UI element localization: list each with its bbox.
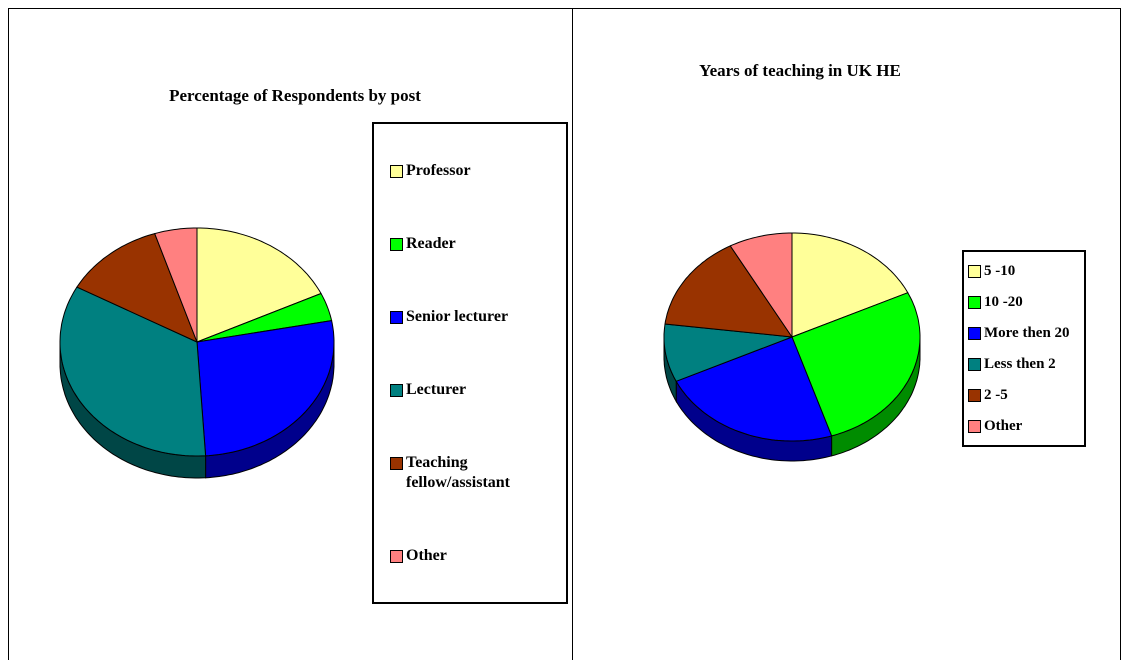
legend-label: Less then 2 [984, 355, 1056, 372]
legend-swatch [968, 388, 981, 402]
slice [675, 336, 833, 442]
slice [196, 227, 322, 343]
legend-swatch [968, 296, 981, 310]
legend-swatch [968, 265, 981, 279]
slice [663, 323, 793, 382]
legend-item: 10 -20 [968, 292, 1080, 312]
legend-swatch [390, 237, 403, 251]
legend-item: 2 -5 [968, 385, 1080, 405]
slice [76, 232, 198, 343]
legend-item: 5 -10 [968, 261, 1080, 281]
legend-item: Professor [390, 161, 558, 181]
slice [664, 245, 794, 338]
legend-swatch [968, 357, 981, 371]
slice [196, 320, 335, 457]
slice [196, 292, 333, 343]
legend-label: More then 20 [984, 325, 1070, 342]
legend-item: Lecturer [390, 380, 558, 400]
legend-swatch [390, 383, 403, 397]
legend-swatch [968, 419, 981, 433]
legend-item: Teaching fellow/assistant [390, 453, 558, 493]
slice [791, 232, 909, 338]
frame [8, 8, 1121, 660]
legend-label: Senior lecturer [406, 307, 509, 325]
legend-label: Teaching fellow/assistant [406, 453, 510, 491]
slice [154, 227, 198, 343]
divider [572, 8, 573, 660]
legend: 5 -10 10 -20 More then 20 Less then 2 2 -5 Ot… [962, 250, 1086, 447]
legend-item: Less then 2 [968, 354, 1080, 374]
legend-item: Other [968, 416, 1080, 436]
legend-label: 5 -10 [984, 263, 1016, 280]
legend-label: 2 -5 [984, 386, 1008, 403]
legend-item: More then 20 [968, 323, 1080, 343]
legend-label: Lecturer [406, 380, 467, 398]
legend-label: Other [406, 546, 447, 564]
legend-item: Other [390, 546, 558, 566]
legend-label: Reader [406, 234, 456, 252]
legend-swatch [968, 327, 981, 341]
chart-title: Percentage of Respondents by post [169, 86, 421, 105]
legend-swatch [390, 549, 403, 563]
legend-item: Reader [390, 234, 558, 254]
legend-label: Other [984, 417, 1023, 434]
legend-label: Professor [406, 161, 471, 179]
legend-swatch [390, 310, 403, 324]
slice [729, 232, 793, 339]
chart-title: Years of teaching in UK HE [699, 61, 901, 80]
legend-label: 10 -20 [984, 294, 1023, 311]
legend-item: Senior lecturer [390, 307, 558, 327]
legend-swatch [390, 164, 403, 178]
slice [791, 292, 921, 437]
legend-swatch [390, 456, 403, 470]
legend: Professor Reader Senior lecturer Lecturer Te… [372, 122, 568, 604]
